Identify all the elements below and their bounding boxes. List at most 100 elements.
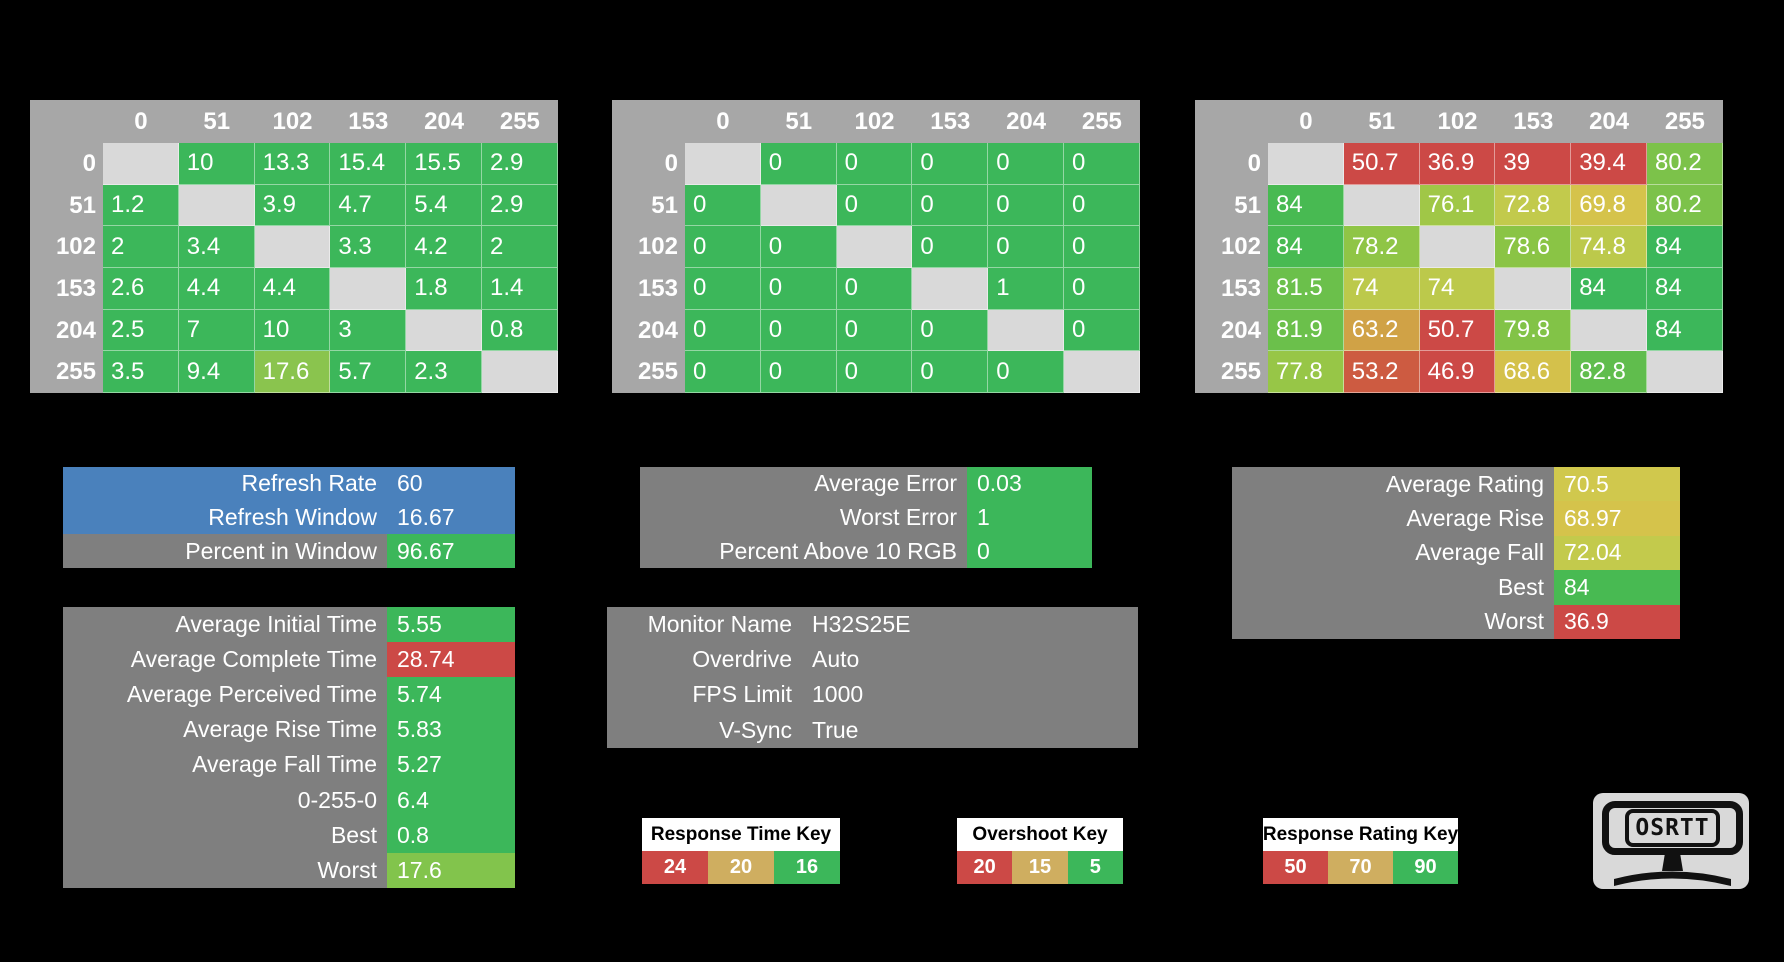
- heatmap-row-header: 0: [30, 143, 103, 185]
- stat-label: Best: [63, 817, 387, 853]
- stat-value: 5.27: [387, 747, 515, 783]
- heatmap-cell: 0: [1063, 143, 1140, 185]
- stat-value: Auto: [802, 642, 1138, 678]
- stat-label: Average Rating: [1232, 467, 1554, 502]
- stat-value: 72.04: [1554, 535, 1680, 571]
- heatmap-column-header: 204: [406, 100, 482, 143]
- heatmap-row-header: 255: [1195, 351, 1268, 394]
- heatmap-cell: 81.9: [1268, 309, 1344, 352]
- heatmap-cell: 53.2: [1343, 351, 1420, 394]
- heatmap-cell: 3.9: [254, 184, 331, 227]
- heatmap-cell: 2.3: [406, 351, 482, 394]
- stat-value: 16.67: [387, 500, 515, 535]
- heatmap-row-header: 204: [1195, 309, 1268, 352]
- heatmap-cell: 1.2: [103, 184, 179, 227]
- stat-value: 0.8: [387, 817, 515, 853]
- heatmap-cell: 46.9: [1419, 351, 1496, 394]
- heatmap-corner: [30, 100, 103, 143]
- heatmap-cell: 36.9: [1419, 143, 1496, 185]
- key-threshold-cell: 16: [774, 851, 840, 884]
- stat-value: 5.74: [387, 677, 515, 713]
- heatmap-cell: [1268, 143, 1344, 185]
- heatmap-column-header: 102: [836, 100, 913, 143]
- heatmap-cell: 9.4: [178, 351, 255, 394]
- heatmap-cell: 76.1: [1419, 184, 1496, 227]
- heatmap-cell: [836, 226, 913, 269]
- heatmap-cell: [685, 143, 761, 185]
- heatmap-cell: 0: [1063, 184, 1140, 227]
- heatmap-row-header: 102: [30, 226, 103, 269]
- key-threshold-cell: 50: [1263, 851, 1328, 884]
- heatmap-cell: 2: [103, 226, 179, 269]
- stat-label: Worst: [63, 852, 387, 888]
- heatmap-cell: 15.4: [330, 143, 407, 185]
- heatmap-cell: 0: [1063, 309, 1140, 352]
- key-threshold-cell: 70: [1328, 851, 1393, 884]
- osrtt-logo: OSRTT: [1593, 793, 1749, 889]
- heatmap-row-header: 102: [612, 226, 685, 269]
- monitor-info-panel: Monitor Name H32S25E Overdrive Auto FPS Limi…: [607, 607, 1138, 748]
- heatmap-cell: 5.7: [330, 351, 407, 394]
- heatmap-column-header: 0: [103, 100, 179, 143]
- heatmap-cell: [481, 351, 558, 394]
- heatmap-row-header: 51: [1195, 184, 1268, 227]
- error-stats-panel: Average Error 0.03 Worst Error 1 Percent Abo…: [640, 467, 1092, 569]
- heatmap-cell: 1.4: [481, 268, 558, 310]
- stat-label: Average Complete Time: [63, 642, 387, 678]
- heatmap-cell: 0: [685, 226, 761, 269]
- heatmap-cell: [1419, 226, 1496, 269]
- stat-label: 0-255-0: [63, 782, 387, 818]
- heatmap-cell: 0: [912, 226, 989, 269]
- heatmap-cell: 74: [1343, 268, 1420, 310]
- heatmap-cell: 1.8: [406, 268, 482, 310]
- heatmap-cell: [760, 184, 837, 227]
- stat-label: Overdrive: [607, 642, 802, 678]
- heatmap-cell: [1571, 309, 1647, 352]
- heatmap-cell: 84: [1268, 184, 1344, 227]
- heatmap-cell: 0.8: [481, 309, 558, 352]
- stat-value: 5.55: [387, 607, 515, 643]
- heatmap-cell: 84: [1646, 268, 1723, 310]
- heatmap-corner: [1195, 100, 1268, 143]
- response-rating-key: Response Rating Key 50 70 90: [1263, 818, 1458, 884]
- heatmap-cell: 0: [836, 143, 913, 185]
- heatmap-column-header: 255: [1646, 100, 1723, 143]
- stat-value: 6.4: [387, 782, 515, 818]
- stat-label: Average Rise Time: [63, 712, 387, 748]
- heatmap-cell: 2: [481, 226, 558, 269]
- heatmap-corner: [612, 100, 685, 143]
- key-title: Overshoot Key: [957, 818, 1123, 851]
- heatmap-column-header: 51: [760, 100, 837, 143]
- heatmap-cell: 0: [760, 226, 837, 269]
- heatmap-cell: 0: [760, 268, 837, 310]
- heatmap-cell: 80.2: [1646, 143, 1723, 185]
- heatmap-column-header: 153: [912, 100, 989, 143]
- stat-label: Average Fall Time: [63, 747, 387, 783]
- stat-value: 70.5: [1554, 467, 1680, 502]
- heatmap-column-header: 153: [330, 100, 407, 143]
- stat-label: V-Sync: [607, 712, 802, 748]
- heatmap-cell: 0: [760, 351, 837, 394]
- heatmap-cell: 81.5: [1268, 268, 1344, 310]
- stat-value: H32S25E: [802, 607, 1138, 643]
- heatmap-cell: 3.3: [330, 226, 407, 269]
- stat-value: 1000: [802, 677, 1138, 713]
- heatmap-column-header: 204: [1571, 100, 1647, 143]
- stat-value: 5.83: [387, 712, 515, 748]
- stat-label: Average Error: [640, 467, 967, 501]
- heatmap-cell: [103, 143, 179, 185]
- heatmap-column-header: 0: [1268, 100, 1344, 143]
- heatmap-cell: 0: [912, 184, 989, 227]
- stat-value: True: [802, 712, 1138, 748]
- heatmap-cell: 2.9: [481, 184, 558, 227]
- heatmap-row-header: 204: [612, 309, 685, 352]
- heatmap-row-header: 0: [1195, 143, 1268, 185]
- heatmap-cell: [912, 268, 989, 310]
- heatmap-cell: 79.8: [1495, 309, 1572, 352]
- key-threshold-cell: 15: [1012, 851, 1068, 884]
- heatmap-cell: 80.2: [1646, 184, 1723, 227]
- heatmap-cell: 4.4: [254, 268, 331, 310]
- heatmap-cell: 39: [1495, 143, 1572, 185]
- heatmap-cell: 13.3: [254, 143, 331, 185]
